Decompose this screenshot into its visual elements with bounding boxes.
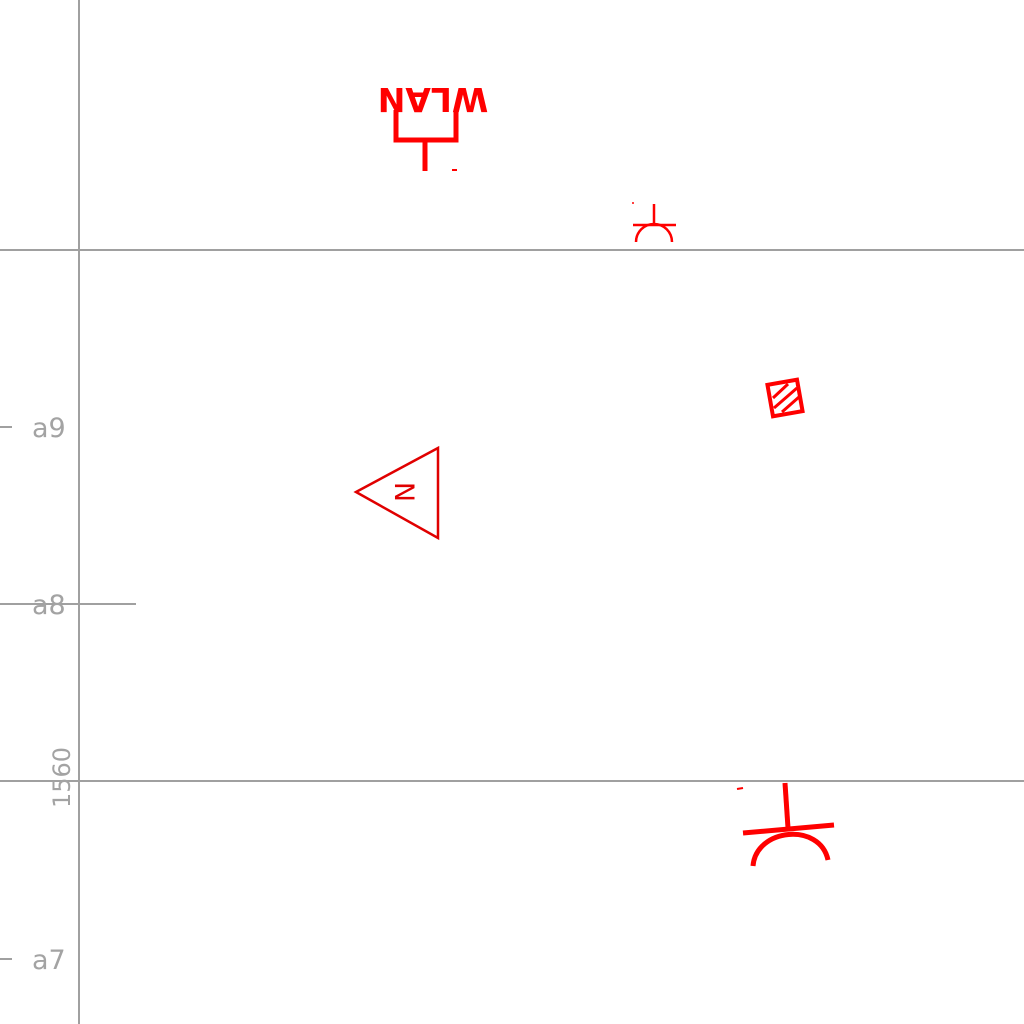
network-outlet-icon <box>632 202 676 243</box>
network-outlet-icon <box>736 782 835 867</box>
hatched-box-icon <box>765 377 805 419</box>
row-label-a8: a8 <box>32 590 66 621</box>
triangle-label: N <box>388 482 419 502</box>
wlan-antenna-icon: WLAN <box>378 80 488 171</box>
triangle-marker-icon: N <box>353 445 440 541</box>
dimension-label: 1560 <box>48 747 76 808</box>
row-label-a7: a7 <box>32 945 66 976</box>
row-label-a9: a9 <box>32 413 66 444</box>
